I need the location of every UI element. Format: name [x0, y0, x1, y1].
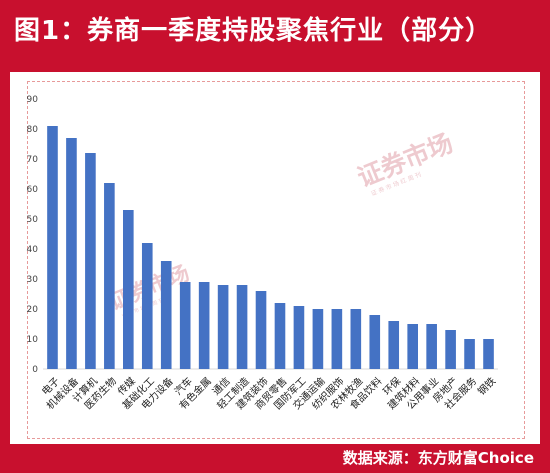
x-tick-label: 钢铁 — [475, 374, 498, 397]
page-title: 图1：券商一季度持股聚焦行业（部分） — [14, 16, 493, 46]
x-axis-labels: 电子机械设备计算机医药生物传媒基础化工电力设备汽车有色金属通信轻工制造建筑装饰商… — [39, 374, 498, 411]
bar-5 — [141, 243, 153, 369]
bar-16 — [350, 309, 362, 369]
bar-12 — [274, 303, 286, 369]
bar-6 — [160, 261, 172, 369]
bar-20 — [426, 324, 437, 369]
bar-17 — [369, 315, 381, 369]
bar-4 — [123, 210, 134, 369]
bar-18 — [388, 321, 400, 369]
bar-21 — [445, 330, 456, 369]
y-axis: 0 10 20 30 40 50 60 70 80 90 — [27, 95, 498, 375]
bar-2 — [85, 153, 96, 369]
y-tick-label: 0 — [32, 365, 38, 375]
bar-3 — [104, 183, 115, 369]
bars — [47, 126, 494, 369]
bar-10 — [236, 285, 248, 369]
bar-19 — [407, 324, 418, 369]
chart-area-border — [27, 81, 525, 439]
bar-0 — [47, 126, 58, 369]
bar-1 — [66, 138, 77, 369]
bar-13 — [293, 306, 305, 369]
bar-8 — [198, 282, 210, 369]
bar-9 — [217, 285, 229, 369]
bar-14 — [312, 309, 324, 369]
y-tick-label: 30 — [27, 275, 39, 285]
y-tick-label: 20 — [27, 305, 39, 315]
bar-7 — [179, 282, 191, 369]
y-tick-label: 40 — [27, 245, 39, 255]
bar-23 — [483, 339, 494, 369]
y-tick-label: 70 — [27, 155, 39, 165]
y-tick-label: 80 — [27, 125, 39, 135]
bar-22 — [464, 339, 475, 369]
y-tick-label: 50 — [27, 215, 39, 225]
y-tick-label: 10 — [27, 335, 39, 345]
y-tick-label: 60 — [27, 185, 39, 195]
bar-11 — [255, 291, 267, 369]
bar-15 — [331, 309, 343, 369]
y-tick-label: 90 — [27, 95, 39, 105]
data-source: 数据来源：东方财富Choice — [342, 449, 534, 467]
